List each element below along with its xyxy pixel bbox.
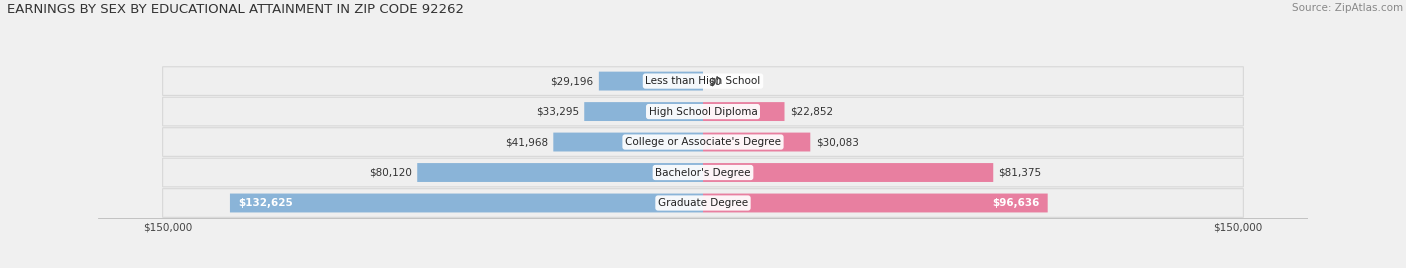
Text: $81,375: $81,375 xyxy=(998,168,1042,177)
Text: $22,852: $22,852 xyxy=(790,107,832,117)
Text: Source: ZipAtlas.com: Source: ZipAtlas.com xyxy=(1292,3,1403,13)
Text: $0: $0 xyxy=(709,76,721,86)
Text: $29,196: $29,196 xyxy=(550,76,593,86)
Text: Graduate Degree: Graduate Degree xyxy=(658,198,748,208)
Text: $33,295: $33,295 xyxy=(536,107,579,117)
FancyBboxPatch shape xyxy=(599,72,703,91)
FancyBboxPatch shape xyxy=(163,67,1243,95)
Text: $80,120: $80,120 xyxy=(368,168,412,177)
Text: $96,636: $96,636 xyxy=(993,198,1039,208)
Text: $41,968: $41,968 xyxy=(505,137,548,147)
FancyBboxPatch shape xyxy=(163,97,1243,126)
FancyBboxPatch shape xyxy=(703,102,785,121)
Text: $30,083: $30,083 xyxy=(815,137,859,147)
Text: Less than High School: Less than High School xyxy=(645,76,761,86)
FancyBboxPatch shape xyxy=(703,163,993,182)
FancyBboxPatch shape xyxy=(231,193,703,213)
Text: $132,625: $132,625 xyxy=(238,198,292,208)
Text: Bachelor's Degree: Bachelor's Degree xyxy=(655,168,751,177)
FancyBboxPatch shape xyxy=(163,128,1243,156)
FancyBboxPatch shape xyxy=(585,102,703,121)
FancyBboxPatch shape xyxy=(703,133,810,151)
FancyBboxPatch shape xyxy=(163,158,1243,187)
Text: College or Associate's Degree: College or Associate's Degree xyxy=(626,137,780,147)
Text: EARNINGS BY SEX BY EDUCATIONAL ATTAINMENT IN ZIP CODE 92262: EARNINGS BY SEX BY EDUCATIONAL ATTAINMEN… xyxy=(7,3,464,16)
Text: High School Diploma: High School Diploma xyxy=(648,107,758,117)
FancyBboxPatch shape xyxy=(163,189,1243,217)
FancyBboxPatch shape xyxy=(554,133,703,151)
FancyBboxPatch shape xyxy=(418,163,703,182)
FancyBboxPatch shape xyxy=(703,193,1047,213)
